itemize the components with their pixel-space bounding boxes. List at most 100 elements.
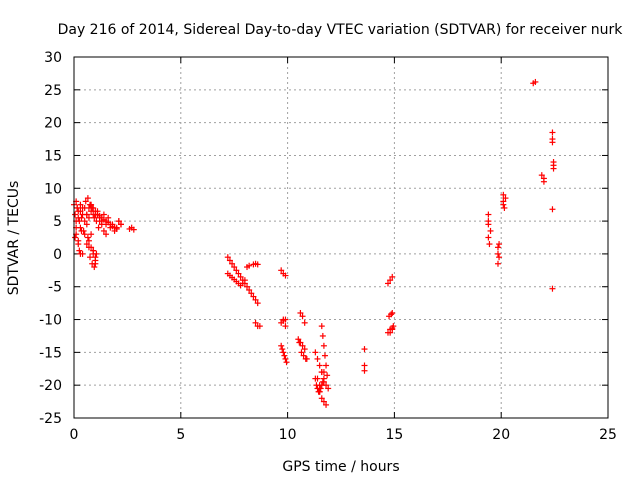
data-point <box>485 218 492 225</box>
data-point <box>319 378 326 385</box>
data-point <box>389 309 396 316</box>
data-point <box>501 204 508 211</box>
data-point <box>549 129 556 136</box>
y-tick-labels: -25 -20 -15 -10 -5 0 5 10 15 20 25 30 <box>39 50 62 427</box>
chart-title: Day 216 of 2014, Sidereal Day-to-day VTE… <box>58 22 624 38</box>
data-point <box>91 214 98 221</box>
y-axis-label: SDTVAR / TECUs <box>6 181 22 296</box>
y-tick-label: 10 <box>44 181 62 197</box>
data-point <box>320 342 327 349</box>
data-point <box>278 342 285 349</box>
data-point <box>299 313 306 320</box>
data-point <box>231 264 238 271</box>
data-point <box>82 198 89 205</box>
data-point <box>296 339 303 346</box>
data-point <box>389 325 396 332</box>
data-point <box>494 250 501 257</box>
data-point <box>325 385 332 392</box>
data-point <box>323 401 330 408</box>
data-point <box>88 231 95 238</box>
data-point <box>500 191 507 198</box>
data-point <box>301 346 308 353</box>
data-points <box>71 78 557 408</box>
data-point <box>494 260 501 267</box>
data-point <box>75 241 82 248</box>
data-point <box>115 218 122 225</box>
data-point <box>90 247 97 254</box>
plot-area-border <box>73 56 609 419</box>
data-point <box>77 201 84 208</box>
x-axis-label: GPS time / hours <box>282 459 399 475</box>
data-point <box>312 375 319 382</box>
data-point <box>96 218 103 225</box>
data-point <box>384 280 391 287</box>
x-tick-labels: 0 5 10 15 20 25 <box>70 427 617 443</box>
y-tick-label: 20 <box>44 116 62 132</box>
data-point <box>502 195 509 202</box>
data-point <box>229 260 236 267</box>
data-point <box>549 285 556 292</box>
data-point <box>81 218 88 225</box>
data-point <box>389 273 396 280</box>
data-point <box>75 214 82 221</box>
data-point <box>88 244 95 251</box>
data-point <box>485 211 492 218</box>
data-point <box>280 349 287 356</box>
data-point <box>78 227 85 234</box>
data-point <box>77 250 84 257</box>
data-point <box>85 237 92 244</box>
data-point <box>92 208 99 215</box>
data-point <box>549 139 556 146</box>
data-point <box>384 329 391 336</box>
x-tick-label: 10 <box>279 427 297 443</box>
data-point <box>87 254 94 261</box>
data-point <box>549 206 556 213</box>
data-point <box>254 300 261 307</box>
data-point <box>295 336 302 343</box>
data-point <box>361 367 368 374</box>
data-point <box>361 346 368 353</box>
data-point <box>83 211 90 218</box>
data-point <box>117 221 124 228</box>
y-tick-label: -25 <box>39 411 62 427</box>
data-point <box>248 290 255 297</box>
x-tick-label: 0 <box>70 427 79 443</box>
y-tick-label: 25 <box>44 83 62 99</box>
data-point <box>235 270 242 277</box>
data-point <box>282 323 289 330</box>
data-point <box>278 267 285 274</box>
data-point <box>300 352 307 359</box>
data-point <box>92 254 99 261</box>
data-point <box>239 280 246 287</box>
grid-lines <box>74 57 608 418</box>
data-point <box>319 332 326 339</box>
x-tick-label: 20 <box>492 427 510 443</box>
y-tick-label: -20 <box>39 378 62 394</box>
data-point <box>226 257 233 264</box>
data-point <box>299 342 306 349</box>
data-point <box>324 372 331 379</box>
data-point <box>81 231 88 238</box>
data-point <box>256 323 263 330</box>
data-point <box>76 247 83 254</box>
y-tick-label: 15 <box>44 148 62 164</box>
data-point <box>77 208 84 215</box>
data-point <box>237 273 244 280</box>
data-point <box>130 226 137 233</box>
y-tick-label: 5 <box>53 214 62 230</box>
data-point <box>313 382 320 389</box>
data-point <box>103 231 110 238</box>
data-point <box>538 172 545 179</box>
data-point <box>320 398 327 405</box>
data-point <box>250 293 257 300</box>
data-point <box>252 296 259 303</box>
data-point <box>496 254 503 261</box>
x-tick-label: 15 <box>385 427 403 443</box>
data-point <box>540 178 547 185</box>
data-point <box>72 211 79 218</box>
data-point <box>241 277 248 284</box>
data-point <box>83 241 90 248</box>
